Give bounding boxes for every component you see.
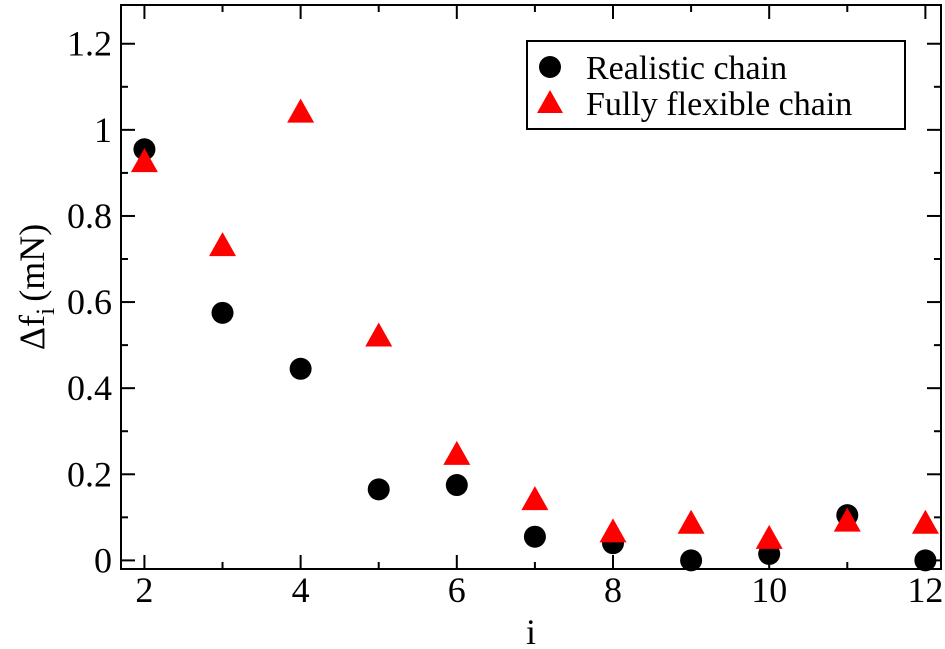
y-axis-label-subscript: i (31, 308, 60, 315)
x-axis-label: i (526, 612, 536, 649)
x-tick-label: 8 (604, 570, 622, 610)
data-point-fully-flexible-chain (755, 524, 783, 549)
x-tick-label: 4 (292, 570, 310, 610)
x-tick-label: 12 (907, 570, 943, 610)
y-tick-label: 0.6 (67, 282, 112, 322)
data-point-realistic-chain (289, 357, 312, 380)
data-point-realistic-chain (680, 549, 703, 572)
y-tick-label: 0.4 (67, 368, 112, 408)
y-axis-ticks: 0 0.2 0.4 0.6 0.8 1 1.2 (67, 24, 941, 580)
x-tick-label: 2 (135, 570, 153, 610)
data-point-realistic-chain (211, 301, 234, 324)
data-point-fully-flexible-chain (833, 507, 861, 532)
data-point-fully-flexible-chain (209, 232, 237, 257)
y-tick-label: 1 (94, 110, 112, 150)
data-point-fully-flexible-chain (443, 440, 471, 465)
y-tick-label: 0.2 (67, 454, 112, 494)
svg-text:Δfi(mN): Δfi (mN) (12, 224, 60, 350)
data-point-fully-flexible-chain (911, 509, 939, 534)
data-point-realistic-chain (367, 478, 390, 501)
y-axis-label-unit: (mN) (12, 224, 52, 302)
data-point-realistic-chain (914, 549, 937, 572)
data-point-realistic-chain (523, 525, 546, 548)
data-point-fully-flexible-chain (521, 486, 549, 511)
legend-marker-fully-flexible-chain (537, 90, 563, 113)
y-axis-label-main: Δf (12, 315, 52, 350)
x-tick-label: 6 (448, 570, 466, 610)
y-tick-label: 0.8 (67, 196, 112, 236)
legend-label-realistic-chain: Realistic chain (586, 50, 787, 87)
legend-label-fully-flexible-chain: Fully flexible chain (586, 86, 852, 123)
data-points (130, 98, 939, 572)
legend-frame (526, 40, 906, 130)
data-point-fully-flexible-chain (365, 322, 393, 347)
data-point-realistic-chain (445, 474, 468, 497)
y-tick-label: 0 (94, 540, 112, 580)
data-point-fully-flexible-chain (677, 509, 705, 534)
legend-marker-realistic-chain (539, 56, 561, 78)
x-tick-label: 10 (751, 570, 787, 610)
y-tick-label: 1.2 (67, 24, 112, 64)
data-point-fully-flexible-chain (599, 518, 627, 543)
legend: Realistic chain Fully flexible chain (526, 40, 906, 130)
data-point-fully-flexible-chain (130, 148, 158, 173)
plot-frame (120, 4, 942, 570)
y-axis-label: Δfi (mN) (12, 224, 60, 350)
data-point-fully-flexible-chain (287, 98, 315, 123)
